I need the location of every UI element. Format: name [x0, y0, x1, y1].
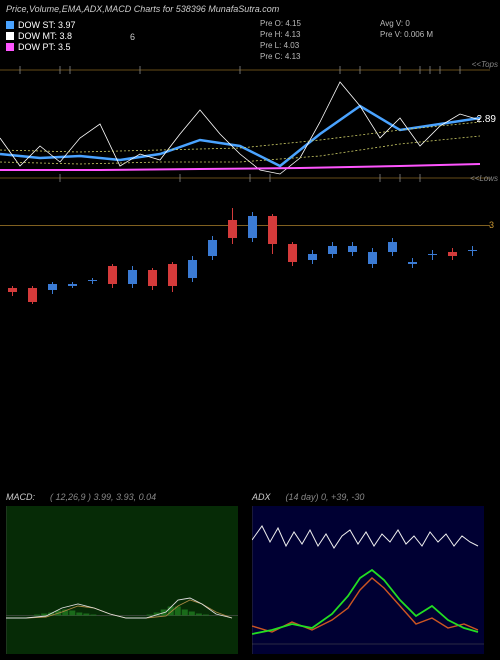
legend-swatch — [6, 21, 14, 29]
macd-title: MACD: ( 12,26,9 ) 3.99, 3.93, 0.04 — [6, 492, 156, 502]
adx-panel — [252, 506, 484, 654]
adx-title: ADX (14 day) 0, +39, -30 — [252, 492, 364, 502]
prev-o: Pre O: 4.15 — [260, 18, 301, 29]
price-line-panel — [0, 62, 500, 182]
macd-panel — [6, 506, 238, 654]
legend-swatch — [6, 32, 14, 40]
candlestick-panel — [0, 192, 500, 312]
legend: DOW ST: 3.97DOW MT: 3.8DOW PT: 3.5 — [6, 20, 76, 53]
avg-v: Avg V: 0 — [380, 18, 433, 29]
prev-h: Pre H: 4.13 — [260, 29, 301, 40]
legend-label: DOW PT: 3.5 — [18, 42, 71, 52]
pre-v: Pre V: 0.006 M — [380, 29, 433, 40]
legend-item: DOW MT: 3.8 — [6, 31, 76, 41]
candle-right-label: 3 — [489, 220, 494, 230]
legend-label: DOW MT: 3.8 — [18, 31, 72, 41]
prev-c: Pre C: 4.13 — [260, 51, 301, 62]
tops-label: <<Tops — [472, 60, 498, 69]
price-right-label: 2.89 — [477, 114, 496, 125]
prev-ohlc: Pre O: 4.15 Pre H: 4.13 Pre L: 4.03 Pre … — [260, 18, 301, 62]
legend-item: DOW PT: 3.5 — [6, 42, 76, 52]
lows-label: <<Lows — [470, 174, 498, 183]
avg-vol: Avg V: 0 Pre V: 0.006 M — [380, 18, 433, 40]
legend-swatch — [6, 43, 14, 51]
page-title: Price,Volume,EMA,ADX,MACD Charts for 538… — [6, 4, 279, 14]
legend-label: DOW ST: 3.97 — [18, 20, 76, 30]
legend-item: DOW ST: 3.97 — [6, 20, 76, 30]
legend-extra: 6 — [130, 32, 135, 42]
prev-l: Pre L: 4.03 — [260, 40, 301, 51]
